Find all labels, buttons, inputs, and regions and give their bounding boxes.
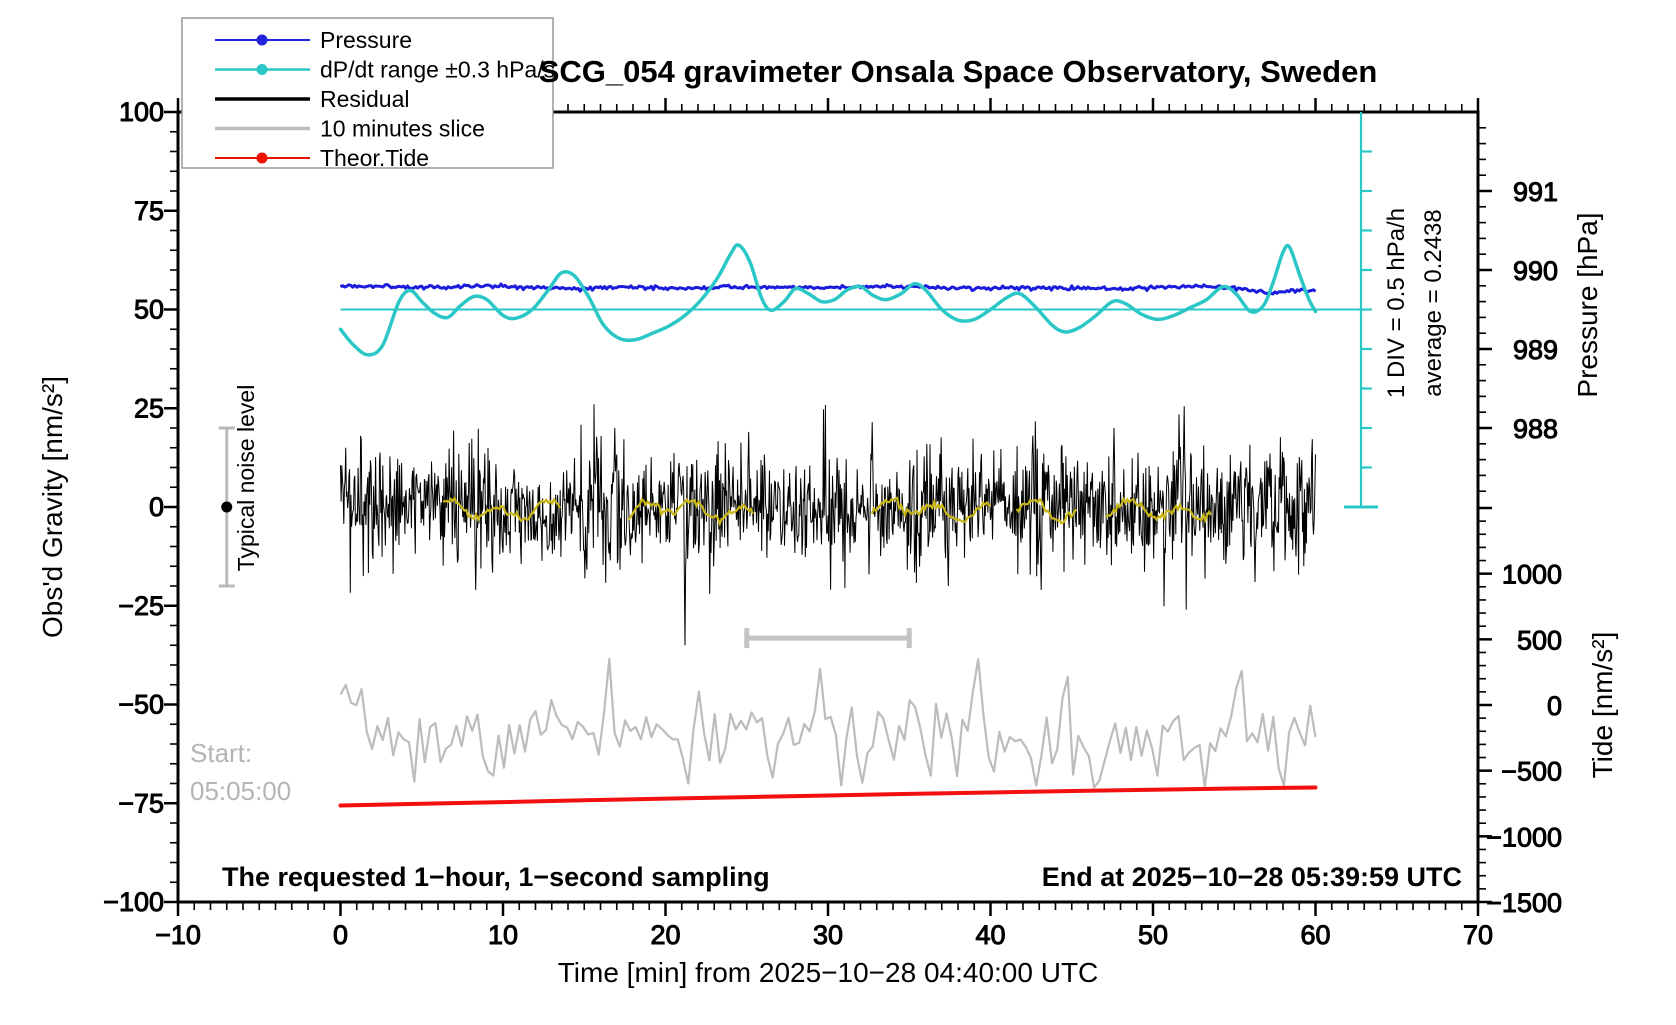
smoothed-residual-segment	[1105, 496, 1213, 524]
smoothed-residual-segment	[442, 495, 561, 523]
residual-series	[340, 404, 1316, 646]
y-tick-label: 0	[149, 492, 164, 522]
start-time-note-line1: Start:	[190, 738, 252, 768]
smoothed-residual-segment	[1015, 497, 1078, 525]
y-tick-label: −75	[118, 788, 164, 818]
legend-label: 10 minutes slice	[320, 116, 485, 142]
pressure-tick-label: 988	[1513, 414, 1558, 444]
tide-tick-label: 0	[1547, 691, 1562, 721]
tide-axis-ticks: 1000 500 0 −500 −1000 −1500	[1478, 506, 1563, 919]
x-tick-label: 50	[1138, 920, 1168, 950]
x-tick-label: 0	[333, 920, 348, 950]
x-tick-label: 60	[1300, 920, 1330, 950]
legend-item: dP/dt range ±0.3 hPa/s	[215, 57, 555, 83]
pressure-tick-label: 990	[1513, 256, 1558, 286]
smoothed-residual-segment	[870, 496, 992, 524]
y-axis-label: Obs'd Gravity [nm/s²]	[37, 376, 68, 638]
y-tick-label: 25	[134, 393, 164, 423]
y-tick-label: −25	[118, 591, 164, 621]
slice-series	[339, 657, 1317, 789]
pressure-tick-label: 989	[1513, 335, 1558, 365]
legend-label: Residual	[320, 86, 410, 112]
noise-level-note: Typical noise level	[233, 385, 259, 572]
y-tick-label: −100	[103, 887, 164, 917]
y-tick-label: 50	[134, 295, 164, 325]
pressure-tick-label: 991	[1513, 177, 1558, 207]
x-axis-ticks: −10 0 10 20 30 40 50 60 70	[155, 98, 1494, 951]
y-tick-label: 100	[119, 97, 164, 127]
x-tick-label: 70	[1463, 920, 1493, 950]
x-tick-label: 40	[975, 920, 1005, 950]
tide-tick-label: −1000	[1486, 822, 1562, 852]
tide-tick-label: −500	[1501, 757, 1562, 787]
x-tick-label: 20	[650, 920, 680, 950]
pressure-axis-ticks: 991 990 989 988	[1478, 127, 1559, 493]
x-tick-label: −10	[155, 920, 201, 950]
legend-item: Pressure	[215, 27, 412, 53]
end-time-note: End at 2025−10−28 05:39:59 UTC	[1042, 862, 1462, 892]
y-tick-label: 75	[134, 196, 164, 226]
y-axis-ticks: −100 −75 −50 −25 0 25 50 75 100	[103, 97, 178, 918]
chart-title: SCG_054 gravimeter Onsala Space Observat…	[539, 54, 1378, 89]
x-tick-label: 10	[488, 920, 518, 950]
legend-box	[181, 17, 554, 169]
legend-marker-dot	[256, 152, 268, 164]
legend-item: 10 minutes slice	[215, 116, 485, 142]
dpdt-scale-ruler	[1344, 112, 1378, 509]
noise-errorbar	[218, 426, 235, 588]
start-time-note-line2: 05:05:00	[190, 776, 291, 806]
tide-axis-label: Tide [nm/s²]	[1587, 632, 1618, 779]
legend-label: dP/dt range ±0.3 hPa/s	[320, 57, 555, 83]
ten-minute-scalebar	[744, 628, 912, 649]
pressure-axis-label: Pressure [hPa]	[1572, 212, 1603, 397]
tide-series	[338, 785, 1318, 808]
legend-item: Residual	[215, 86, 410, 112]
tide-tick-label: −1500	[1486, 888, 1562, 918]
tide-tick-label: 500	[1517, 625, 1562, 655]
legend: Pressure dP/dt range ±0.3 hPa/s Residual 10…	[181, 17, 555, 171]
pressure-series	[339, 282, 1317, 296]
div-scale-note: 1 DIV = 0.5 hPa/h	[1383, 208, 1410, 398]
tide-tick-label: 1000	[1502, 560, 1562, 590]
smoothed-residual-segment	[627, 497, 754, 527]
legend-marker-dot	[256, 64, 268, 75]
legend-label: Pressure	[320, 27, 412, 53]
legend-label: Theor.Tide	[320, 145, 429, 171]
x-tick-label: 30	[813, 920, 843, 950]
legend-marker-dot	[256, 34, 268, 46]
sampling-note: The requested 1−hour, 1−second sampling	[222, 862, 770, 892]
average-note: average = 0.2438	[1420, 209, 1447, 397]
legend-item: Theor.Tide	[215, 145, 429, 171]
noise-errorbar-dot	[221, 501, 233, 513]
y-tick-label: −50	[118, 690, 164, 720]
smoothed-residual-series	[442, 495, 1213, 527]
dpdt-series	[338, 243, 1318, 357]
x-axis-label: Time [min] from 2025−10−28 04:40:00 UTC	[558, 957, 1099, 988]
